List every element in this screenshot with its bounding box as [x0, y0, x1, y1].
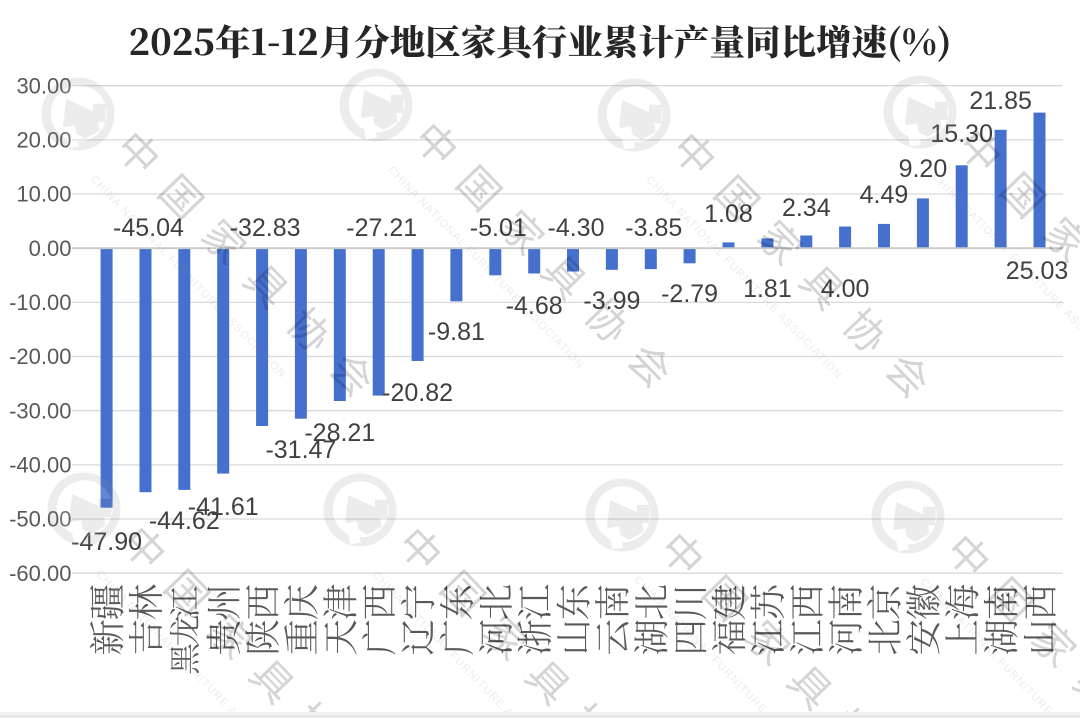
svg-text:-60.00: -60.00 — [9, 561, 71, 586]
svg-text:-40.00: -40.00 — [9, 453, 71, 478]
svg-text:-27.21: -27.21 — [346, 214, 417, 242]
svg-text:-44.62: -44.62 — [149, 507, 220, 535]
svg-text:-9.81: -9.81 — [428, 318, 485, 346]
svg-text:-4.30: -4.30 — [548, 214, 605, 242]
svg-text:-31.47: -31.47 — [265, 436, 336, 464]
svg-text:-20.00: -20.00 — [9, 344, 71, 369]
svg-text:21.85: 21.85 — [969, 87, 1032, 115]
svg-text:-10.00: -10.00 — [9, 290, 71, 315]
svg-text:1.08: 1.08 — [704, 200, 753, 228]
svg-text:2.34: 2.34 — [782, 194, 831, 222]
svg-text:0.00: 0.00 — [29, 236, 72, 261]
svg-text:-28.21: -28.21 — [304, 419, 375, 447]
svg-text:-20.82: -20.82 — [382, 379, 453, 407]
svg-text:-41.61: -41.61 — [188, 493, 259, 521]
svg-text:-3.85: -3.85 — [625, 214, 682, 242]
svg-text:10.00: 10.00 — [16, 182, 71, 207]
svg-text:-2.79: -2.79 — [661, 280, 718, 308]
svg-text:4.49: 4.49 — [860, 181, 909, 209]
svg-text:-30.00: -30.00 — [9, 398, 71, 423]
